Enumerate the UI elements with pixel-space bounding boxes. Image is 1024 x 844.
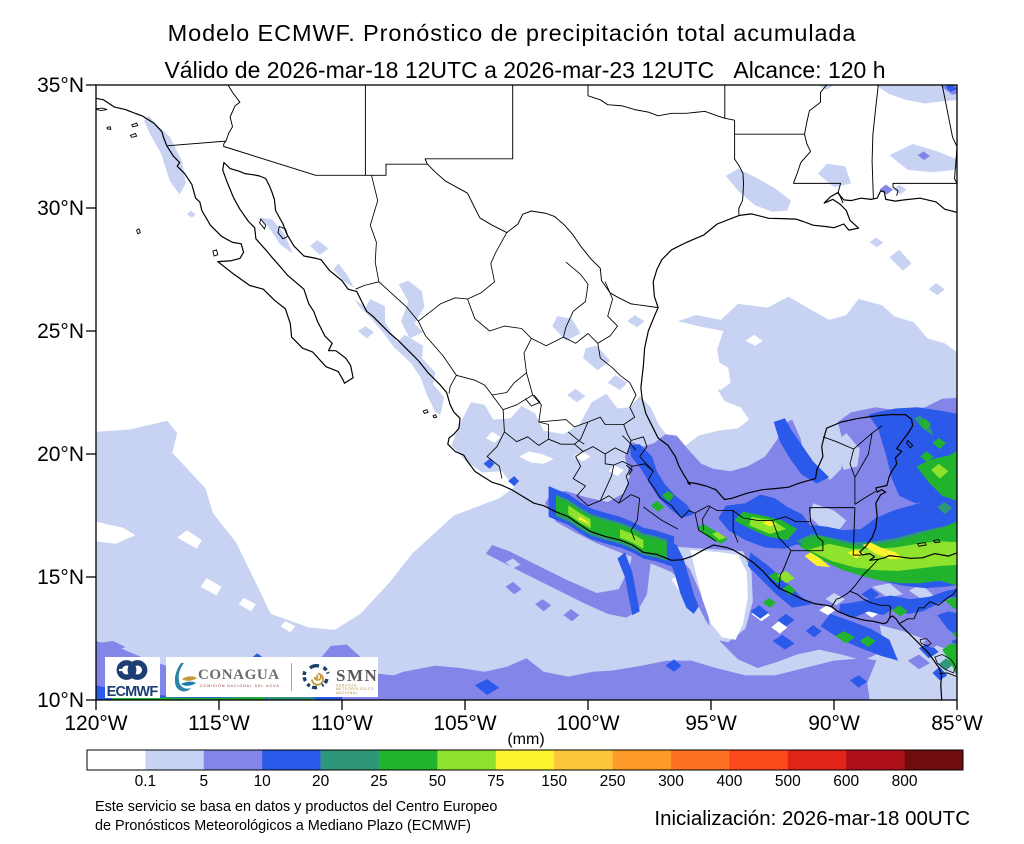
svg-text:SMN: SMN (336, 666, 378, 685)
svg-text:105°W: 105°W (433, 712, 496, 735)
svg-text:25°N: 25°N (37, 320, 84, 343)
svg-text:85°W: 85°W (931, 712, 983, 735)
svg-text:NACIONAL: NACIONAL (336, 691, 358, 695)
svg-text:10°N: 10°N (37, 689, 84, 712)
svg-text:800: 800 (892, 773, 918, 790)
svg-text:Modelo ECMWF. Pronóstico de pr: Modelo ECMWF. Pronóstico de precipitació… (168, 20, 857, 46)
svg-text:20°N: 20°N (37, 443, 84, 466)
svg-text:Inicialización: 2026-mar-18 00: Inicialización: 2026-mar-18 00UTC (654, 807, 970, 830)
svg-text:500: 500 (775, 773, 801, 790)
svg-text:0.1: 0.1 (135, 773, 157, 790)
svg-text:Este servicio se basa en datos: Este servicio se basa en datos y product… (95, 799, 497, 815)
svg-text:110°W: 110°W (311, 712, 373, 735)
svg-text:95°W: 95°W (685, 712, 737, 735)
svg-text:300: 300 (658, 773, 684, 790)
svg-text:Válido de 2026-mar-18 12UTC a: Válido de 2026-mar-18 12UTC a 2026-mar-2… (164, 57, 885, 83)
svg-text:5: 5 (199, 773, 208, 790)
svg-text:75: 75 (487, 773, 504, 790)
svg-text:600: 600 (833, 773, 859, 790)
svg-text:25: 25 (370, 773, 387, 790)
svg-text:METEOROLÓGICO: METEOROLÓGICO (336, 686, 374, 691)
svg-text:COMISIÓN NACIONAL DEL AGUA: COMISIÓN NACIONAL DEL AGUA (200, 683, 280, 688)
svg-text:ECMWF: ECMWF (107, 684, 159, 700)
svg-text:15°N: 15°N (37, 566, 84, 589)
svg-text:20: 20 (312, 773, 330, 790)
svg-text:(mm): (mm) (507, 731, 544, 748)
svg-text:120°W: 120°W (64, 712, 127, 735)
svg-text:SERVICIO: SERVICIO (336, 684, 357, 688)
svg-text:30°N: 30°N (37, 197, 84, 220)
svg-text:de Pronósticos Meteorológicos: de Pronósticos Meteorológicos a Mediano … (95, 818, 471, 834)
svg-text:250: 250 (600, 773, 626, 790)
svg-text:115°W: 115°W (188, 712, 250, 735)
svg-text:90°W: 90°W (808, 712, 860, 735)
svg-text:CONAGUA: CONAGUA (198, 667, 280, 683)
svg-text:100°W: 100°W (556, 712, 619, 735)
svg-text:400: 400 (716, 773, 742, 790)
svg-text:50: 50 (429, 773, 447, 790)
svg-text:35°N: 35°N (37, 74, 84, 97)
svg-text:150: 150 (541, 773, 567, 790)
svg-text:10: 10 (254, 773, 272, 790)
